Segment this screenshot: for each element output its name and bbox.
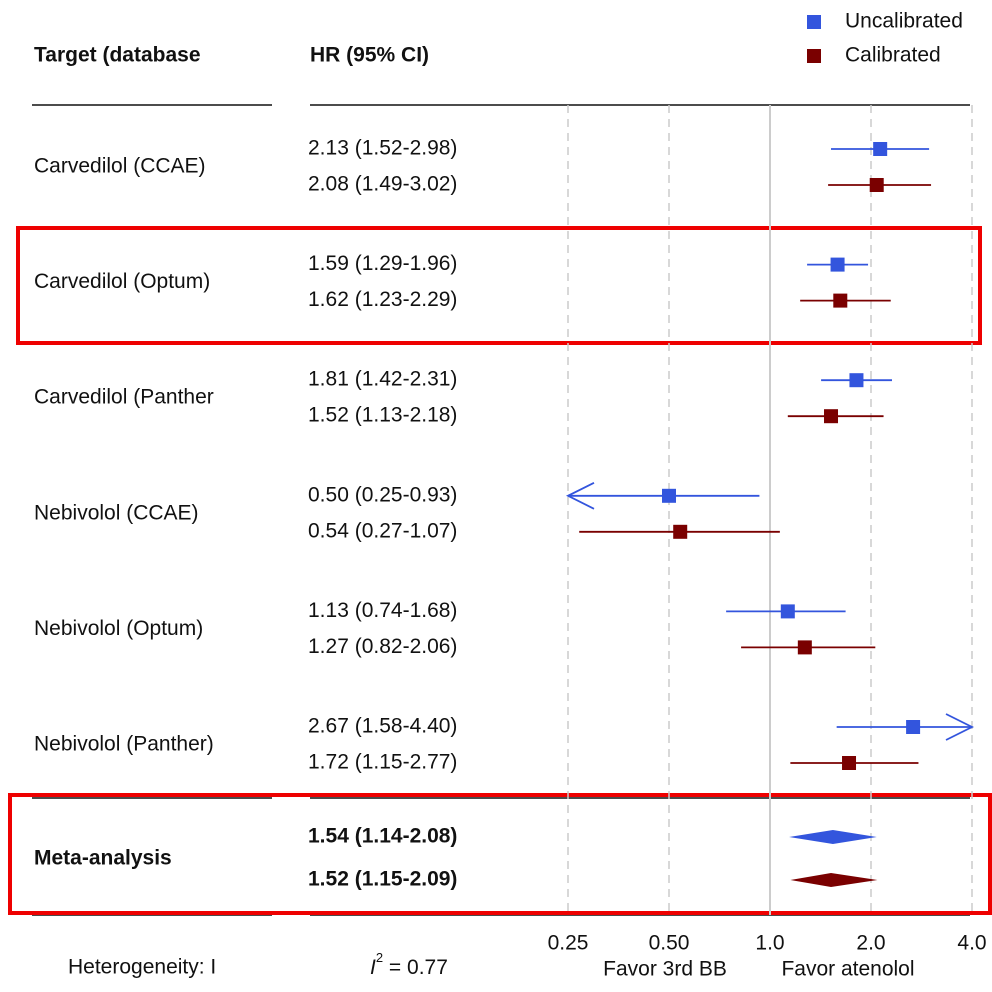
point-estimate [830,257,845,272]
meta-diamond [790,873,878,887]
value-label: 1.81 (1.42-2.31) [308,368,457,391]
value-label: 0.54 (0.27-1.07) [308,519,457,542]
point-estimate [873,142,888,156]
legend-swatch [807,15,821,29]
point-estimate [780,604,795,619]
x-tick-label: 0.50 [649,932,690,955]
point-estimate [842,756,857,770]
column-header: Target (database [34,44,201,67]
i2-superscript: 2 [376,950,383,965]
point-estimate [797,640,812,655]
row-label: Carvedilol (Panther [34,386,214,409]
meta-label: Meta-analysis [34,847,172,870]
heterogeneity-label: Heterogeneity: I [68,956,216,979]
value-label: 1.27 (0.82-2.06) [308,635,457,658]
ci-arrow [945,713,975,741]
point-estimate [849,373,864,388]
x-tick-label: 0.25 [548,932,589,955]
point-estimate [833,293,848,308]
value-label: 1.62 (1.23-2.29) [308,288,457,311]
i2-symbol: I [370,956,376,979]
row-label: Carvedilol (CCAE) [34,155,206,178]
legend-label: Uncalibrated [845,10,963,33]
point-estimate [906,720,921,734]
x-note: Favor 3rd BB [603,958,727,981]
point-estimate [662,488,676,503]
x-note: Favor atenolol [781,958,914,981]
point-estimate [673,524,688,539]
value-label: 2.13 (1.52-2.98) [308,137,457,160]
value-label: 1.13 (0.74-1.68) [308,599,457,622]
x-tick-label: 2.0 [856,932,885,955]
value-label: 0.50 (0.25-0.93) [308,483,457,506]
column-header: HR (95% CI) [310,44,429,67]
legend-label: Calibrated [845,44,941,67]
value-label: 2.08 (1.49-3.02) [308,173,457,196]
heterogeneity-value: I2 = 0.77 [370,950,448,978]
meta-value-label: 1.52 (1.15-2.09) [308,868,457,891]
point-estimate [869,178,884,192]
i2-text: = 0.77 [383,956,448,979]
value-label: 1.72 (1.15-2.77) [308,751,457,774]
value-label: 1.59 (1.29-1.96) [308,252,457,275]
value-label: 2.67 (1.58-4.40) [308,715,457,738]
highlight-box [16,226,982,345]
meta-value-label: 1.54 (1.14-2.08) [308,825,457,848]
row-label: Carvedilol (Optum) [34,270,210,293]
meta-diamond [789,830,877,844]
value-label: 1.52 (1.13-2.18) [308,404,457,427]
highlight-box [8,793,992,915]
ci-arrow [565,481,595,510]
point-estimate [824,409,839,424]
row-label: Nebivolol (Panther) [34,733,214,756]
row-label: Nebivolol (Optum) [34,617,203,640]
x-tick-label: 1.0 [755,932,784,955]
row-label: Nebivolol (CCAE) [34,501,199,524]
legend-swatch [807,49,821,63]
x-tick-label: 4.0 [957,932,986,955]
